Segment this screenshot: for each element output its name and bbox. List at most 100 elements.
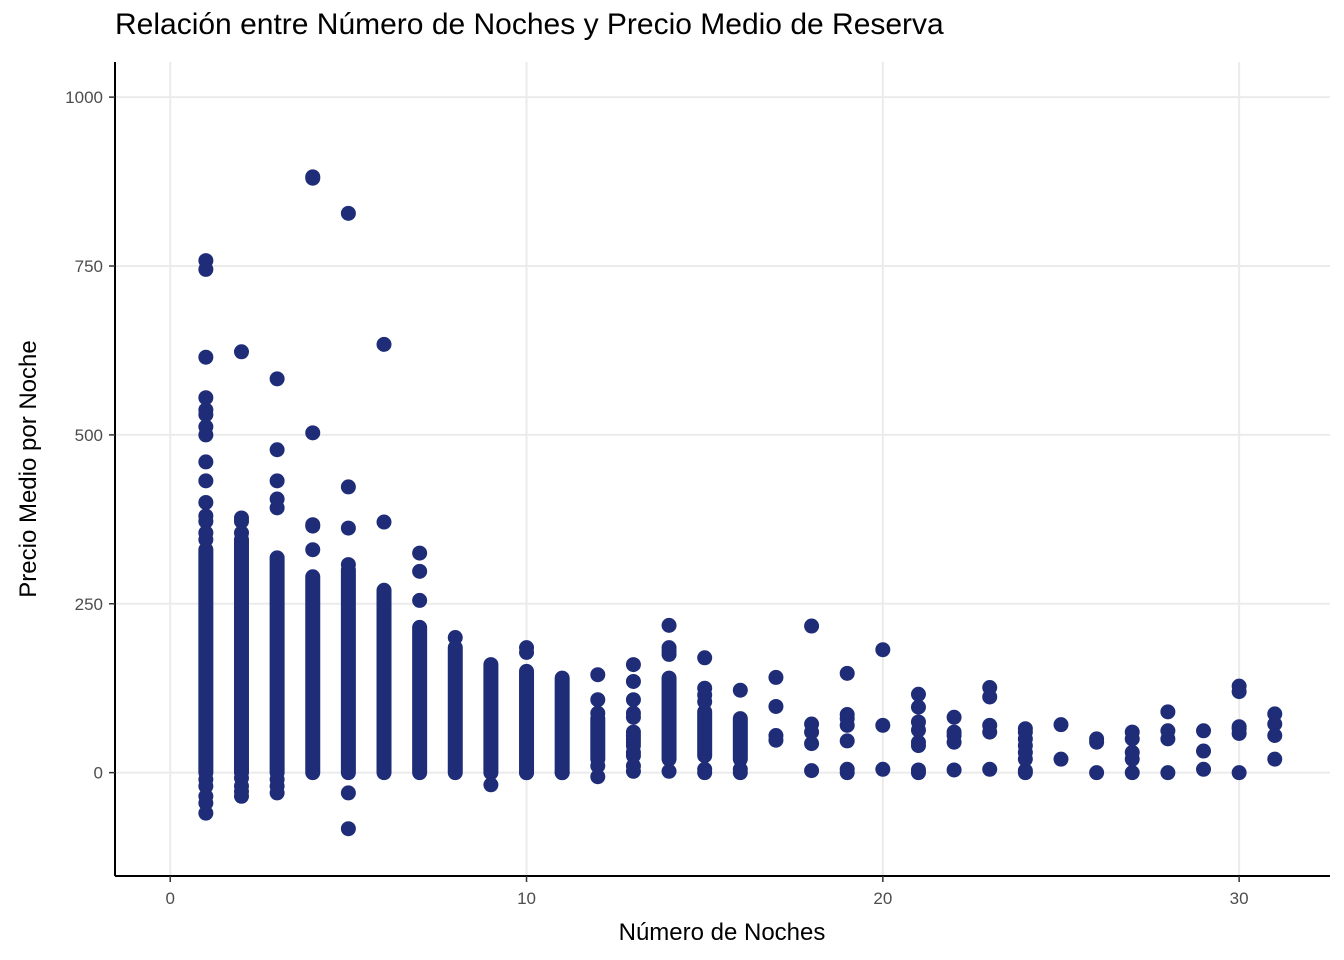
data-point	[198, 454, 214, 470]
data-point	[412, 545, 428, 561]
x-tick-label: 10	[517, 889, 536, 908]
data-point	[697, 694, 713, 710]
data-point	[340, 821, 356, 837]
data-point	[768, 669, 784, 685]
data-point	[875, 761, 891, 777]
data-point	[697, 650, 713, 666]
data-point	[625, 763, 641, 779]
data-point	[198, 427, 214, 443]
data-point	[910, 738, 926, 754]
data-point	[661, 763, 677, 779]
data-point	[376, 336, 392, 352]
axes	[114, 62, 1330, 877]
data-point	[340, 520, 356, 536]
data-point	[732, 765, 748, 781]
y-tick-label: 0	[94, 764, 103, 783]
data-point	[982, 724, 998, 740]
data-point	[1053, 751, 1069, 767]
data-points	[198, 169, 1283, 837]
y-tick-label: 250	[75, 595, 103, 614]
data-point	[590, 705, 606, 721]
data-point	[590, 667, 606, 683]
data-point	[839, 665, 855, 681]
data-point	[661, 646, 677, 662]
data-point	[839, 765, 855, 781]
data-point	[1231, 725, 1247, 741]
data-point	[910, 699, 926, 715]
data-point	[625, 709, 641, 725]
data-point	[768, 732, 784, 748]
data-point	[804, 618, 820, 634]
data-point	[625, 673, 641, 689]
data-point	[946, 734, 962, 750]
data-point	[982, 761, 998, 777]
data-point	[839, 717, 855, 733]
data-point	[1124, 731, 1140, 747]
data-point	[305, 170, 321, 186]
data-point	[1160, 731, 1176, 747]
tick-labels: 0 10 20 30 0 250 500 750 1000	[65, 88, 1248, 908]
data-point	[1231, 684, 1247, 700]
data-point	[1160, 765, 1176, 781]
data-point	[340, 785, 356, 801]
data-point	[198, 805, 214, 821]
data-point	[732, 682, 748, 698]
data-point	[340, 557, 356, 573]
y-tick-label: 750	[75, 257, 103, 276]
data-point	[1267, 727, 1283, 743]
data-point	[590, 692, 606, 708]
data-point	[875, 642, 891, 658]
data-point	[269, 785, 285, 801]
data-point	[875, 717, 891, 733]
data-point	[1089, 765, 1105, 781]
data-point	[269, 442, 285, 458]
y-tick-label: 1000	[65, 88, 103, 107]
data-point	[305, 542, 321, 558]
data-point	[447, 630, 463, 646]
data-point	[376, 514, 392, 530]
y-tick-label: 500	[75, 426, 103, 445]
x-axis-label: Número de Noches	[619, 919, 826, 946]
data-point	[198, 407, 214, 423]
data-point	[804, 763, 820, 779]
data-point	[198, 513, 214, 529]
data-point	[269, 371, 285, 387]
data-point	[625, 692, 641, 708]
data-point	[233, 344, 249, 360]
data-point	[590, 769, 606, 785]
x-tick-label: 0	[165, 889, 174, 908]
data-point	[269, 500, 285, 516]
data-point	[1017, 751, 1033, 767]
data-point	[519, 644, 535, 660]
data-point	[804, 736, 820, 752]
data-point	[198, 473, 214, 489]
data-point	[768, 698, 784, 714]
data-point	[1196, 761, 1212, 777]
data-point	[1053, 717, 1069, 733]
data-point	[519, 765, 535, 781]
data-point	[198, 390, 214, 406]
data-point	[198, 532, 214, 548]
data-point	[590, 758, 606, 774]
data-point	[198, 349, 214, 365]
data-point	[1160, 704, 1176, 720]
data-point	[946, 709, 962, 725]
data-point	[910, 686, 926, 702]
data-point	[233, 513, 249, 529]
data-point	[483, 777, 499, 793]
data-point	[697, 765, 713, 781]
data-point	[1089, 734, 1105, 750]
data-point	[340, 479, 356, 495]
chart-title: Relación entre Número de Noches y Precio…	[115, 8, 944, 41]
data-point	[412, 592, 428, 608]
data-point	[910, 722, 926, 738]
data-point	[198, 261, 214, 277]
data-point	[625, 657, 641, 673]
data-point	[1196, 743, 1212, 759]
data-point	[982, 689, 998, 705]
x-tick-label: 30	[1230, 889, 1249, 908]
data-point	[1124, 751, 1140, 767]
data-point	[1124, 765, 1140, 781]
